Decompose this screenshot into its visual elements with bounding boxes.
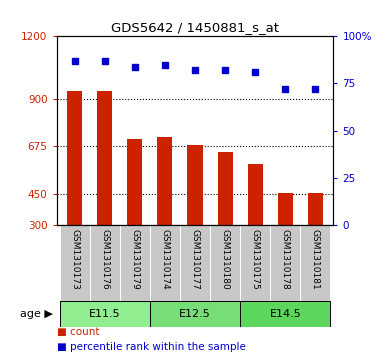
Bar: [270, 225, 300, 301]
Text: E12.5: E12.5: [179, 309, 211, 319]
Text: age ▶: age ▶: [20, 309, 53, 319]
Text: E14.5: E14.5: [269, 309, 301, 319]
Bar: [127, 139, 142, 288]
Bar: [150, 301, 240, 327]
Text: GSM1310177: GSM1310177: [190, 229, 200, 290]
Text: GSM1310181: GSM1310181: [311, 229, 320, 290]
Text: GSM1310173: GSM1310173: [70, 229, 79, 290]
Bar: [240, 301, 330, 327]
Bar: [248, 164, 263, 288]
Bar: [300, 225, 330, 301]
Bar: [188, 145, 202, 288]
Bar: [60, 225, 90, 301]
Bar: [278, 192, 293, 288]
Text: ■ percentile rank within the sample: ■ percentile rank within the sample: [57, 342, 245, 352]
Bar: [90, 225, 120, 301]
Bar: [240, 225, 270, 301]
Bar: [158, 137, 172, 288]
Bar: [97, 91, 112, 288]
Bar: [308, 192, 323, 288]
Text: GSM1310179: GSM1310179: [130, 229, 139, 290]
Title: GDS5642 / 1450881_s_at: GDS5642 / 1450881_s_at: [111, 21, 279, 34]
Text: ■ count: ■ count: [57, 327, 99, 337]
Text: GSM1310174: GSM1310174: [160, 229, 169, 290]
Bar: [67, 91, 82, 288]
Bar: [210, 225, 240, 301]
Text: GSM1310175: GSM1310175: [251, 229, 260, 290]
Bar: [150, 225, 180, 301]
Bar: [180, 225, 210, 301]
Text: GSM1310176: GSM1310176: [100, 229, 109, 290]
Text: GSM1310180: GSM1310180: [221, 229, 230, 290]
Bar: [120, 225, 150, 301]
Text: E11.5: E11.5: [89, 309, 121, 319]
Bar: [218, 152, 232, 288]
Text: GSM1310178: GSM1310178: [281, 229, 290, 290]
Bar: [60, 301, 150, 327]
